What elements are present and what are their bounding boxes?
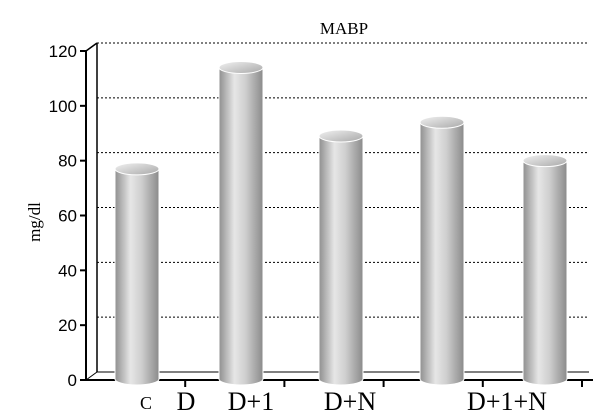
y-tick-label-1: 20 bbox=[58, 316, 77, 335]
y-axis-ticks: 0 20 40 60 80 100 120 bbox=[49, 42, 86, 390]
axis-depth-top bbox=[85, 42, 98, 52]
bar-cap-1 bbox=[218, 60, 264, 74]
bar-body-4 bbox=[522, 160, 568, 386]
y-tick-label-6: 120 bbox=[49, 42, 77, 61]
bar-cap-2 bbox=[318, 129, 364, 143]
bar-body-2 bbox=[318, 135, 364, 386]
y-tick-label-5: 100 bbox=[49, 97, 77, 116]
chart-title: MABP bbox=[320, 19, 368, 38]
bar-body-3 bbox=[419, 121, 465, 386]
y-tick-label-0: 0 bbox=[68, 371, 77, 390]
x-tick-label-3: D+N bbox=[324, 387, 376, 412]
y-tick-label-3: 60 bbox=[58, 207, 77, 226]
x-tick-label-1: D bbox=[177, 387, 196, 412]
bar-4 bbox=[522, 154, 568, 386]
y-axis-label: mg/dl bbox=[25, 202, 44, 242]
bar-1 bbox=[218, 60, 264, 386]
bar-3 bbox=[419, 115, 465, 386]
bar-2 bbox=[318, 129, 364, 386]
x-tick-label-0: C bbox=[140, 393, 152, 412]
bar-body-1 bbox=[218, 66, 264, 386]
bar-body-0 bbox=[114, 168, 160, 386]
bars bbox=[114, 60, 568, 386]
bar-cap-0 bbox=[114, 162, 160, 176]
bar-cap-4 bbox=[522, 154, 568, 168]
x-tick-label-2: D+1 bbox=[228, 387, 274, 412]
bar-cap-3 bbox=[419, 115, 465, 129]
x-axis-ticks: C D D+1 D+N D+1+N bbox=[140, 380, 583, 412]
y-tick-label-4: 80 bbox=[58, 152, 77, 171]
x-tick-label-4: D+1+N bbox=[467, 387, 547, 412]
bar-0 bbox=[114, 162, 160, 386]
axis-depth-bottom bbox=[85, 371, 98, 381]
y-tick-label-2: 40 bbox=[58, 261, 77, 280]
